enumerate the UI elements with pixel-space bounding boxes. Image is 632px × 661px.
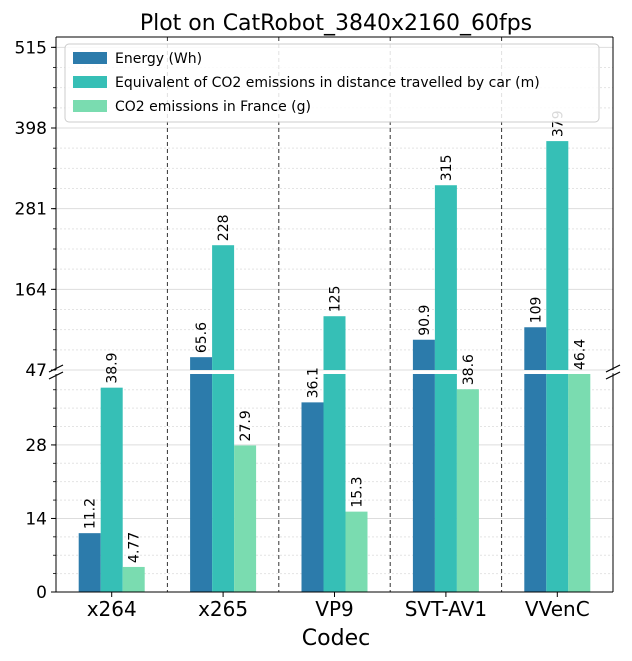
bars [78, 141, 591, 592]
data-label: 38.9 [105, 352, 121, 383]
legend-swatch [73, 52, 107, 64]
data-label: 46.4 [572, 339, 588, 370]
bar-segment [456, 389, 479, 592]
x-axis-label: Codec [302, 626, 370, 651]
axes: 0 14 28 47 164 281 398 515 x264 x265 VP9 SVT-AV1 VVe… [15, 36, 621, 621]
bar-segment [234, 445, 257, 592]
bar-segment [546, 141, 569, 370]
bar-segment [524, 374, 547, 592]
data-label: 228 [216, 214, 232, 241]
bar-segment [412, 339, 435, 370]
y-tick-label: 14 [25, 509, 47, 529]
bar-segment [190, 374, 213, 592]
bar-segment [78, 533, 101, 592]
data-label: 27.9 [238, 410, 254, 441]
legend-swatch [73, 100, 107, 112]
y-tick-label: 398 [15, 119, 47, 139]
data-label: 11.2 [83, 498, 99, 529]
data-label: 125 [328, 285, 344, 312]
chart-title: Plot on CatRobot_3840x2160_60fps [140, 11, 532, 36]
x-tick-label: VVenC [525, 597, 590, 621]
bar-segment [122, 566, 145, 592]
y-tick-label: 47 [25, 361, 47, 381]
bar-segment [212, 374, 235, 592]
x-tick-label: x265 [198, 597, 248, 621]
y-tick-label: 515 [15, 38, 47, 58]
y-tick-label: 28 [25, 436, 47, 456]
bar-segment [412, 374, 435, 592]
bar-segment [568, 374, 591, 592]
axis-break-mark [48, 364, 64, 373]
data-labels: 11.265.636.190.9 10938.92281253153794.772… [83, 110, 589, 563]
x-tick-label: SVT-AV1 [405, 597, 487, 621]
legend-label: Equivalent of CO2 emissions in distance … [115, 75, 540, 91]
legend-swatch [73, 76, 107, 88]
bar-segment [190, 357, 213, 370]
bar-segment [546, 374, 569, 592]
axis-break-mark [48, 371, 64, 380]
bar-segment [212, 245, 235, 370]
x-tick-label: x264 [87, 597, 137, 621]
legend-label: Energy (Wh) [115, 51, 202, 67]
axis-break-mark [605, 371, 621, 380]
legend-label: CO2 emissions in France (g) [115, 99, 311, 115]
data-label: 90.9 [417, 305, 433, 336]
data-label: 65.6 [194, 322, 210, 353]
data-label: 38.6 [461, 354, 477, 385]
y-tick-label: 0 [36, 583, 47, 603]
y-tick-label: 281 [15, 200, 47, 220]
x-tick-label: VP9 [315, 597, 353, 621]
legend-box [64, 43, 600, 123]
bar-segment [434, 185, 457, 370]
bar-segment [434, 374, 457, 592]
data-label: 109 [528, 297, 544, 324]
axis-break-mark [605, 364, 621, 373]
data-label: 15.3 [350, 476, 366, 507]
data-label: 315 [439, 154, 455, 181]
bar-segment [345, 511, 368, 592]
bar-segment [524, 327, 547, 370]
legend: Energy (Wh) Equivalent of CO2 emissions i… [64, 43, 600, 123]
y-tick-label: 164 [15, 280, 47, 300]
data-label: 4.77 [127, 532, 143, 563]
bar-segment [100, 387, 123, 592]
bar-segment [323, 374, 346, 592]
bar-segment [323, 316, 346, 370]
data-label: 36.1 [306, 367, 322, 398]
bar-segment [301, 402, 324, 592]
